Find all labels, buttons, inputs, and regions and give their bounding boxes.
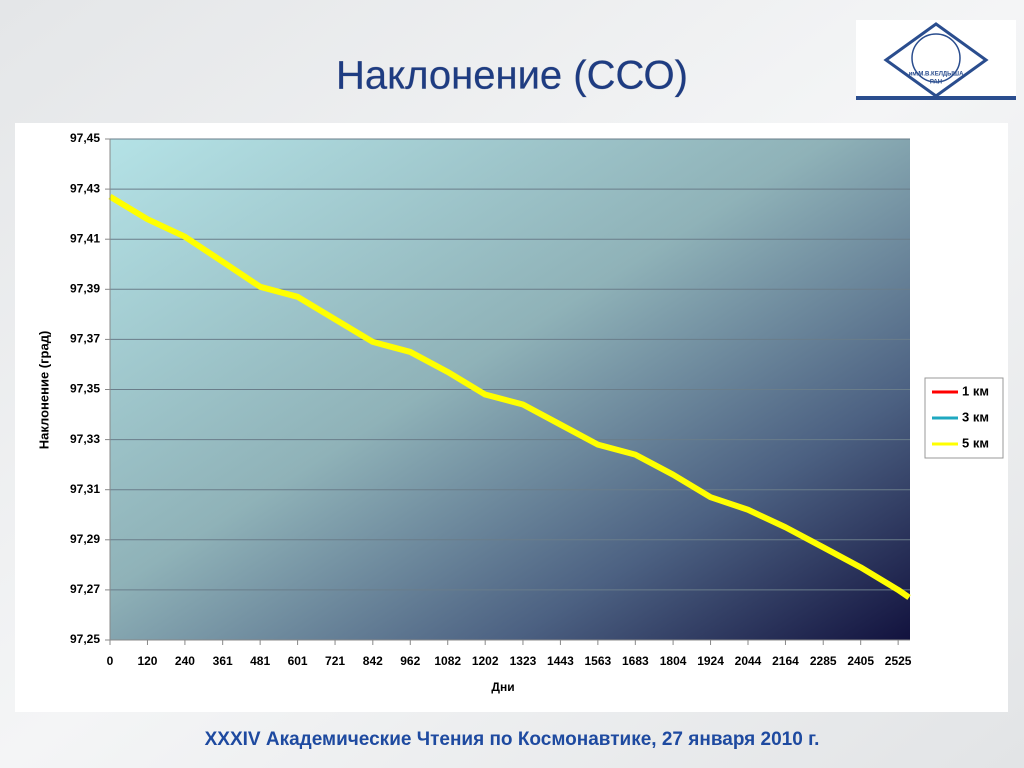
x-tick-label: 2405 — [847, 654, 874, 668]
slide-title: Наклонение (ССО) — [336, 54, 688, 98]
legend-label: 3 км — [962, 409, 989, 424]
x-tick-label: 481 — [250, 654, 270, 668]
logo-diamond — [883, 22, 989, 98]
x-tick-label: 120 — [137, 654, 157, 668]
axes: 97,25 97,27 97,29 97,31 97,33 97,35 97,37 97,39… — [70, 131, 912, 668]
x-tick-label: 2525 — [885, 654, 912, 668]
x-axis-title: Дни — [491, 680, 514, 694]
x-tick-label: 240 — [175, 654, 195, 668]
x-tick-label: 1924 — [697, 654, 724, 668]
x-tick-label: 1683 — [622, 654, 649, 668]
logo-text: РАН — [930, 80, 942, 86]
y-tick-label: 97,33 — [70, 432, 100, 446]
logo-ring — [911, 33, 961, 83]
y-tick-label: 97,27 — [70, 582, 100, 596]
x-tick-label: 601 — [288, 654, 308, 668]
y-tick-label: 97,43 — [70, 181, 100, 195]
y-axis-title: Наклонение (град) — [36, 331, 51, 450]
y-tick-label: 97,25 — [70, 632, 100, 646]
x-tick-label: 2164 — [772, 654, 799, 668]
series-line — [108, 194, 911, 600]
x-tick-label: 1202 — [472, 654, 499, 668]
y-tick-label: 97,29 — [70, 532, 100, 546]
y-tick-label: 97,41 — [70, 231, 100, 245]
x-tick-label: 1443 — [547, 654, 574, 668]
x-tick-label: 962 — [400, 654, 420, 668]
legend: 1 км 3 км 5 км — [932, 383, 989, 450]
x-tick-label: 0 — [107, 654, 114, 668]
logo: им.М.В.КЕЛДЫША РАН — [856, 20, 1016, 100]
footer: XXXIV Академические Чтения по Космонавти… — [205, 729, 820, 750]
y-tick-label: 97,31 — [70, 482, 100, 496]
series-lines — [108, 194, 911, 600]
y-tick-label: 97,45 — [70, 131, 100, 145]
y-tick-label: 97,39 — [70, 281, 100, 295]
y-tick-label: 97,35 — [70, 382, 100, 396]
legend-label: 5 км — [962, 435, 989, 450]
x-tick-label: 1082 — [434, 654, 461, 668]
x-tick-label: 2044 — [735, 654, 762, 668]
x-tick-label: 361 — [213, 654, 233, 668]
legend-label: 1 км — [962, 383, 989, 398]
x-tick-label: 1323 — [510, 654, 537, 668]
x-tick-label: 1563 — [585, 654, 612, 668]
y-tick-label: 97,37 — [70, 332, 100, 346]
x-tick-label: 842 — [363, 654, 383, 668]
x-tick-label: 1804 — [660, 654, 687, 668]
logo-bar — [856, 96, 1016, 100]
x-tick-label: 2285 — [810, 654, 837, 668]
logo-box — [856, 20, 1016, 100]
logo-text: им.М.В.КЕЛДЫША — [909, 72, 965, 78]
x-tick-label: 721 — [325, 654, 345, 668]
